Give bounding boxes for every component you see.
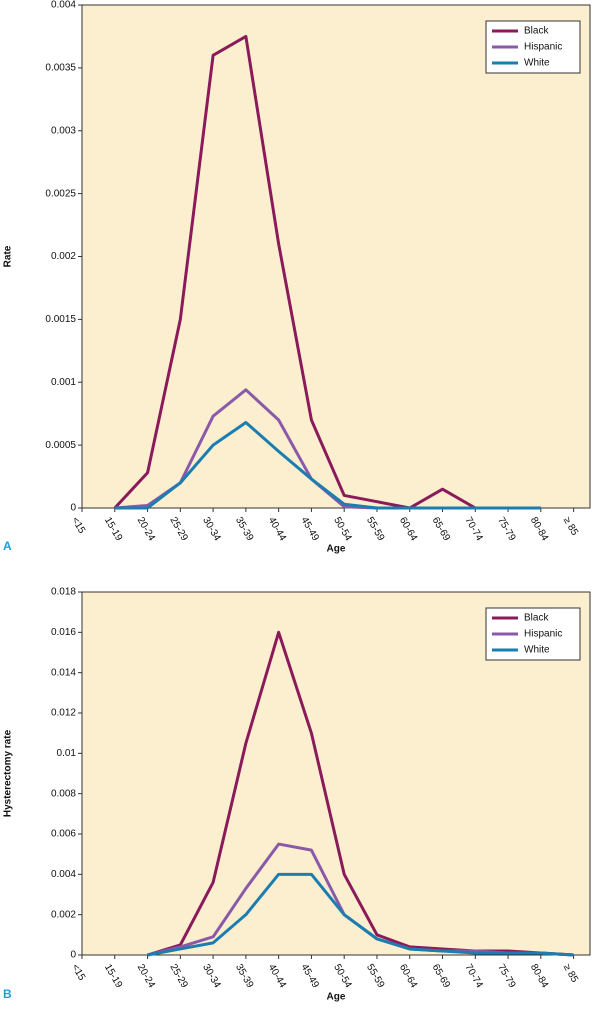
x-tick-label: 25-29 (167, 515, 190, 543)
x-tick-label: 40-44 (266, 962, 289, 990)
x-tick-label: 50-54 (331, 515, 354, 543)
x-tick-label: <15 (69, 962, 87, 983)
y-tick-label: 0.0015 (45, 314, 76, 325)
x-tick-label: 50-54 (331, 962, 354, 990)
x-tick-label: 15-19 (102, 962, 125, 990)
x-tick-label: ≥ 85 (561, 515, 580, 538)
y-axis-title: Rate (3, 245, 14, 267)
y-tick-label: 0.01 (57, 748, 77, 759)
y-tick-label: 0.0025 (45, 188, 76, 199)
x-tick-label: 65-69 (430, 515, 453, 543)
x-tick-label: 45-49 (299, 515, 322, 543)
y-tick-label: 0 (70, 503, 76, 514)
series-line (113, 34, 541, 510)
x-tick-label: 45-49 (299, 962, 322, 990)
y-tick-label: 0.003 (51, 125, 76, 136)
y-tick-label: 0.008 (51, 788, 76, 799)
series-line (114, 420, 541, 510)
x-tick-label: 70-74 (462, 515, 485, 543)
y-tick-label: 0.001 (51, 377, 76, 388)
legend-label: White (524, 58, 550, 69)
x-tick-label: 35-39 (233, 515, 256, 543)
y-axis-title: Hysterectomy rate (3, 729, 14, 817)
y-tick-label: 0.0035 (45, 63, 76, 74)
x-tick-label: 55-59 (364, 515, 387, 543)
x-axis-title: Age (327, 544, 346, 555)
y-tick-label: 0.002 (51, 909, 76, 920)
x-tick-label: 80-84 (528, 515, 551, 543)
x-tick-label: 75-79 (495, 962, 518, 990)
y-tick-label: 0 (70, 950, 76, 961)
x-tick-label: <15 (69, 515, 87, 536)
y-tick-label: 0.0005 (45, 440, 76, 451)
legend-label: Hispanic (524, 629, 562, 640)
panel-label: A (3, 539, 12, 553)
x-tick-label: 40-44 (266, 515, 289, 543)
x-tick-label: 70-74 (462, 962, 485, 990)
series-line (147, 872, 574, 957)
x-tick-label: 15-19 (102, 515, 125, 543)
y-tick-label: 0.004 (51, 869, 76, 880)
panel-label: B (3, 987, 12, 1001)
y-tick-label: 0.018 (51, 587, 76, 598)
legend-label: White (524, 645, 550, 656)
x-tick-label: 60-64 (397, 515, 420, 543)
x-tick-label: 55-59 (364, 962, 387, 990)
x-tick-label: 35-39 (233, 962, 256, 990)
x-tick-label: 75-79 (495, 515, 518, 543)
y-tick-label: 0.016 (51, 627, 76, 638)
plot-area (81, 4, 591, 509)
legend-label: Hispanic (524, 42, 562, 53)
x-tick-label: 20-24 (135, 962, 158, 990)
y-tick-label: 0.012 (51, 708, 76, 719)
x-axis-title: Age (327, 992, 346, 1003)
legend-label: Black (524, 26, 549, 37)
legend-label: Black (524, 613, 549, 624)
x-tick-label: 30-34 (200, 515, 223, 543)
x-tick-label: 60-64 (397, 962, 420, 990)
x-tick-label: 30-34 (200, 962, 223, 990)
y-tick-label: 0.006 (51, 829, 76, 840)
y-tick-label: 0.014 (51, 667, 76, 678)
x-tick-label: 80-84 (528, 962, 551, 990)
x-tick-label: 25-29 (167, 962, 190, 990)
y-tick-label: 0.002 (51, 251, 76, 262)
x-tick-label: 20-24 (135, 515, 158, 543)
x-tick-label: ≥ 85 (561, 962, 580, 985)
series-line (147, 630, 574, 957)
x-tick-label: 65-69 (430, 962, 453, 990)
y-tick-label: 0.004 (51, 0, 76, 11)
